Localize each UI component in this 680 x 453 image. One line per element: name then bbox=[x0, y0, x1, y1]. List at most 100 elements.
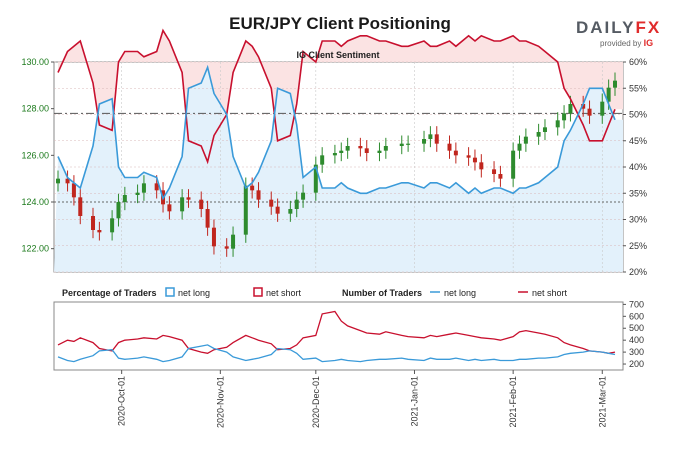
candle-body bbox=[447, 143, 452, 151]
percent-tick-label: 20% bbox=[629, 267, 647, 277]
net-short-pct-line bbox=[57, 28, 616, 165]
legend-num-long: net long bbox=[444, 288, 476, 298]
net-long-traders-line bbox=[57, 344, 616, 363]
candle-body bbox=[587, 108, 592, 116]
candle-body bbox=[562, 113, 567, 121]
count-tick-label: 300 bbox=[629, 347, 644, 357]
legend-pct-short-swatch bbox=[253, 287, 263, 297]
percent-axis: 20% 25% 30% 35% 40% 45% 50% 55% 60% bbox=[623, 57, 647, 277]
candle-body bbox=[110, 218, 115, 233]
brand-name-a: DAILY bbox=[576, 18, 636, 37]
candle-body bbox=[294, 199, 299, 209]
count-axis: 200 300 400 500 600 700 bbox=[623, 299, 644, 369]
candle-body bbox=[71, 183, 76, 198]
candle-body bbox=[199, 199, 204, 209]
provided-by-text: provided by bbox=[600, 39, 642, 48]
percent-tick-label: 35% bbox=[629, 188, 647, 198]
panel-title: IG Client Sentiment bbox=[296, 50, 379, 60]
brand-name-b: FX bbox=[635, 18, 662, 37]
price-axis: 122.00 124.00 126.00 128.00 130.00 bbox=[21, 57, 54, 254]
date-tick-label: 2020-Oct-01 bbox=[117, 376, 127, 426]
candle-body bbox=[256, 190, 261, 200]
candle-body bbox=[466, 155, 471, 158]
candle-body bbox=[243, 185, 248, 235]
candle-body bbox=[581, 104, 586, 109]
candle-body bbox=[383, 146, 388, 151]
candle-body bbox=[434, 134, 439, 144]
date-tick-label: 2021-Feb-01 bbox=[508, 376, 518, 428]
net-short-traders-line bbox=[57, 310, 616, 354]
count-tick-label: 400 bbox=[629, 335, 644, 345]
dailyfx-logo: DAILYFX bbox=[576, 18, 661, 38]
net-long-fill bbox=[54, 67, 623, 272]
count-tick-label: 600 bbox=[629, 311, 644, 321]
sentiment-gridlines bbox=[54, 61, 623, 273]
candle-body bbox=[399, 143, 404, 146]
candle-body bbox=[568, 104, 573, 114]
date-tick-label: 2020-Nov-01 bbox=[215, 376, 225, 428]
candle-body bbox=[97, 230, 102, 233]
candle-body bbox=[154, 183, 159, 191]
candle-body bbox=[428, 134, 433, 139]
candle-body bbox=[523, 136, 528, 144]
candle-body bbox=[224, 246, 229, 249]
candle-body bbox=[517, 143, 522, 151]
candle-body bbox=[492, 169, 497, 174]
percent-tick-label: 25% bbox=[629, 241, 647, 251]
date-tick-label: 2021-Jan-01 bbox=[409, 376, 419, 427]
candle-body bbox=[186, 197, 191, 200]
candle-body bbox=[180, 197, 185, 212]
candle-body bbox=[600, 101, 605, 116]
legend: Percentage of Traders net long net short… bbox=[62, 287, 568, 298]
provider-name: IG bbox=[643, 38, 654, 48]
candle-body bbox=[358, 146, 363, 149]
candle-body bbox=[422, 139, 427, 144]
price-tick-label: 130.00 bbox=[21, 57, 49, 67]
percent-tick-label: 40% bbox=[629, 162, 647, 172]
sentiment-panel: IG Client Sentiment 122.00124.00126.0012… bbox=[21, 28, 647, 277]
price-tick-label: 122.00 bbox=[21, 244, 49, 254]
price-tick-label: 124.00 bbox=[21, 197, 49, 207]
candle-body bbox=[167, 204, 172, 212]
candle-body bbox=[364, 148, 369, 153]
candle-body bbox=[250, 185, 255, 191]
percent-tick-label: 60% bbox=[629, 57, 647, 67]
candle-body bbox=[377, 150, 382, 153]
candle-body bbox=[211, 227, 216, 247]
candle-body bbox=[56, 178, 60, 184]
traders-panel: 200 300 400 500 600 700 2020-Oct-01 2020-Nov-0… bbox=[53, 299, 644, 428]
candle-body bbox=[498, 174, 503, 179]
candle-body bbox=[472, 157, 477, 163]
legend-pct-label: Percentage of Traders bbox=[62, 288, 157, 298]
percent-tick-label: 30% bbox=[629, 215, 647, 225]
legend-num-short: net short bbox=[532, 288, 568, 298]
candle-body bbox=[205, 209, 210, 228]
date-tick-label: 2021-Mar-01 bbox=[597, 376, 607, 428]
candle-body bbox=[116, 202, 121, 219]
count-tick-label: 200 bbox=[629, 359, 644, 369]
candle-body bbox=[536, 132, 541, 137]
count-tick-label: 500 bbox=[629, 323, 644, 333]
traders-frame bbox=[53, 301, 624, 371]
candle-body bbox=[606, 87, 611, 102]
candle-body bbox=[122, 195, 127, 202]
candle-body bbox=[320, 155, 325, 165]
count-tick-label: 700 bbox=[629, 299, 644, 309]
legend-num-label: Number of Traders bbox=[342, 288, 422, 298]
candle-body bbox=[345, 146, 350, 151]
percent-tick-label: 50% bbox=[629, 110, 647, 120]
candle-body bbox=[78, 197, 83, 216]
date-axis: 2020-Oct-01 2020-Nov-01 2020-Dec-01 2021-Ja… bbox=[117, 370, 607, 428]
legend-pct-long-swatch bbox=[165, 287, 175, 297]
percent-tick-label: 55% bbox=[629, 83, 647, 93]
candle-body bbox=[288, 209, 293, 214]
candle-body bbox=[339, 150, 344, 153]
candle-body bbox=[555, 120, 560, 128]
candle-body bbox=[135, 192, 140, 195]
net-long-pct-line bbox=[57, 64, 616, 201]
candle-body bbox=[269, 199, 274, 207]
candle-body bbox=[313, 164, 318, 193]
candle-body bbox=[91, 216, 96, 230]
price-tick-label: 128.00 bbox=[21, 104, 49, 114]
